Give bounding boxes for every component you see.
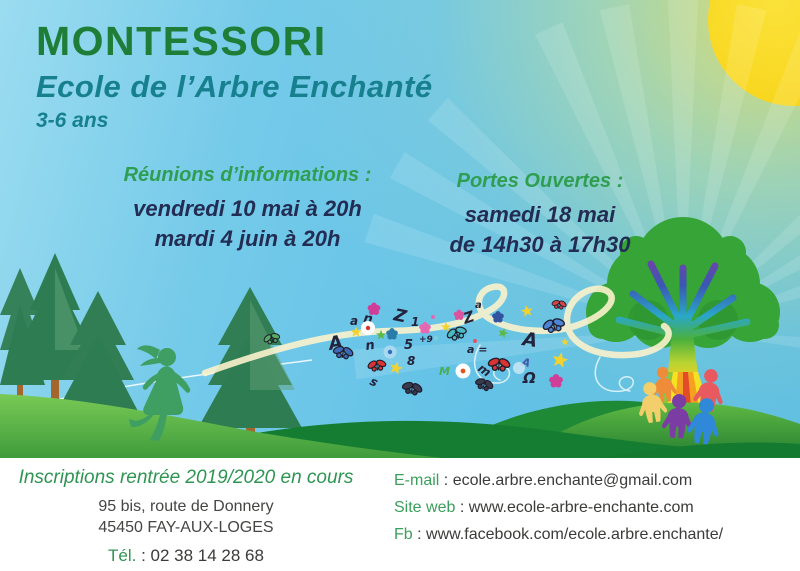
facebook-separator: : [412, 526, 427, 543]
svg-text:M: M [439, 365, 450, 378]
stars-and-flowers [350, 302, 570, 388]
open-house-block: Portes Ouvertes : samedi 18 mai de 14h30… [430, 170, 650, 259]
meetings-line-2: mardi 4 juin à 20h [154, 225, 341, 251]
meetings-line-1: vendredi 10 mai à 20h [133, 196, 362, 221]
online-contacts-block: E-mail : ecole.arbre.enchante@gmail.com … [394, 472, 723, 553]
meetings-heading: Réunions d’informations : [123, 164, 372, 186]
brand-block: MONTESSORI Ecole de l’Arbre Enchanté 3-6… [36, 18, 433, 133]
website-value: www.ecole-arbre-enchante.com [468, 499, 694, 516]
address-line-1: 95 bis, route de Donnery [98, 498, 274, 515]
facebook-row: Fb : www.facebook.com/ecole.arbre.enchan… [394, 526, 723, 544]
email-row: E-mail : ecole.arbre.enchante@gmail.com [394, 472, 723, 490]
page-title: MONTESSORI [36, 18, 327, 64]
swirl-ribbon [201, 283, 672, 393]
svg-text:A: A [519, 328, 539, 352]
website-row: Site web : www.ecole-arbre-enchante.com [394, 499, 723, 517]
email-separator: : [439, 472, 453, 489]
phone-line: Tél. : 02 38 14 28 68 [0, 546, 372, 566]
phone-label: Tél. [108, 546, 137, 566]
svg-text:a =: a = [467, 343, 487, 356]
email-value: ecole.arbre.enchante@gmail.com [452, 472, 693, 489]
address-block: Inscriptions rentrée 2019/2020 en cours … [0, 467, 372, 566]
phone-number: 02 38 14 28 68 [150, 546, 264, 566]
svg-text:8: 8 [407, 354, 415, 368]
contact-footer: Inscriptions rentrée 2019/2020 en cours … [0, 458, 800, 571]
website-label: Site web [394, 499, 456, 516]
svg-text:n: n [362, 311, 373, 327]
svg-text:5: 5 [404, 338, 413, 353]
enrollment-notice: Inscriptions rentrée 2019/2020 en cours [18, 467, 354, 488]
svg-text:Ω: Ω [522, 369, 536, 387]
rainbow-tree-icon [586, 217, 780, 418]
svg-text:a: a [350, 314, 358, 328]
phone-separator: : [136, 546, 151, 566]
open-house-line-1: samedi 18 mai [464, 202, 616, 227]
svg-text:+9: +9 [419, 335, 433, 345]
svg-text:n: n [364, 338, 375, 354]
facebook-value: www.facebook.com/ecole.arbre.enchante/ [426, 526, 724, 543]
meetings-block: Réunions d’informations : vendredi 10 ma… [120, 164, 375, 253]
email-label: E-mail [394, 472, 440, 489]
svg-text:1: 1 [411, 315, 419, 329]
school-name: Ecole de l’Arbre Enchanté [36, 69, 433, 105]
svg-text:Z: Z [391, 305, 409, 327]
website-separator: : [455, 499, 469, 516]
scene-graphics: A a n Z 1 n 5 +9 8 s Z a = m A A Ω M a [0, 217, 800, 458]
open-house-heading: Portes Ouvertes : [456, 170, 624, 192]
hills [0, 394, 800, 458]
facebook-label: Fb [394, 526, 413, 543]
address-line-2: 45450 FAY-AUX-LOGES [98, 519, 274, 537]
running-girl-icon [129, 345, 191, 441]
illustration-scene: A a n Z 1 n 5 +9 8 s Z a = m A A Ω M a [0, 0, 800, 458]
svg-text:a: a [475, 300, 482, 311]
open-house-line-2: de 14h30 à 17h30 [449, 231, 631, 257]
age-range: 3-6 ans [36, 109, 109, 133]
